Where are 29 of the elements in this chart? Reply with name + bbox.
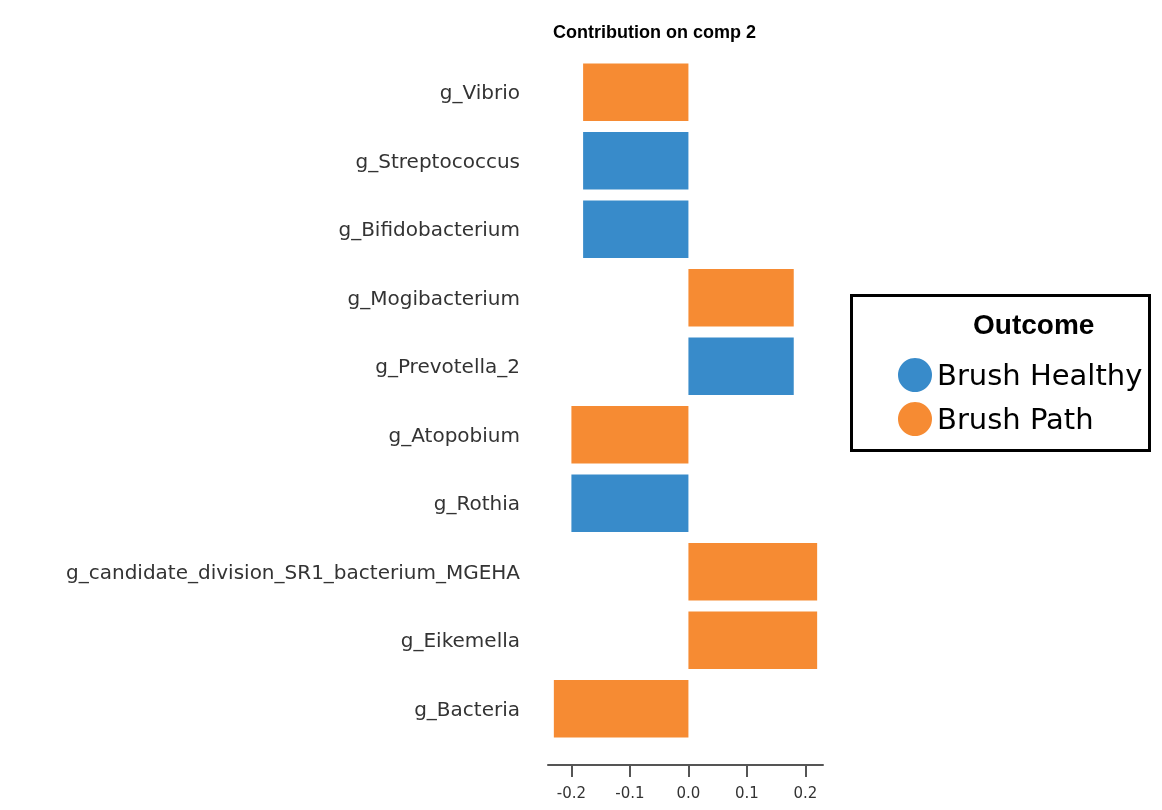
y-tick-label: g_candidate_division_SR1_bacterium_MGEHA [66,559,521,584]
y-tick-label: g_Atopobium [388,422,520,447]
bar [571,405,689,464]
x-tick-label: -0.2 [556,783,587,802]
legend-label: Brush Path [937,402,1094,436]
bar [688,542,818,601]
bar [583,131,689,190]
y-tick-label: g_Bifidobacterium [338,217,520,242]
x-tick-label: -0.1 [615,783,645,802]
bar [583,63,689,122]
bar [688,268,794,327]
x-tick-label: 0.1 [735,783,759,802]
bar [688,611,818,670]
bar [583,200,689,259]
y-tick-label: g_Bacteria [414,696,520,721]
bar [571,474,689,533]
y-tick-label: g_Rothia [433,491,520,516]
y-tick-label: g_Prevotella_2 [375,354,520,379]
x-tick-label: 0.2 [793,783,818,802]
x-tick-label: 0.0 [676,783,701,802]
legend-label: Brush Healthy [937,358,1143,392]
legend-title: Outcome [973,308,1095,340]
y-tick-label: g_Streptococcus [355,148,520,173]
bar [553,679,689,738]
y-tick-label: g_Mogibacterium [347,285,520,310]
y-tick-label: g_Eikemella [400,628,520,653]
chart-title: Contribution on comp 2 [553,22,756,42]
y-tick-label: g_Vibrio [439,80,520,105]
bar [688,337,794,396]
